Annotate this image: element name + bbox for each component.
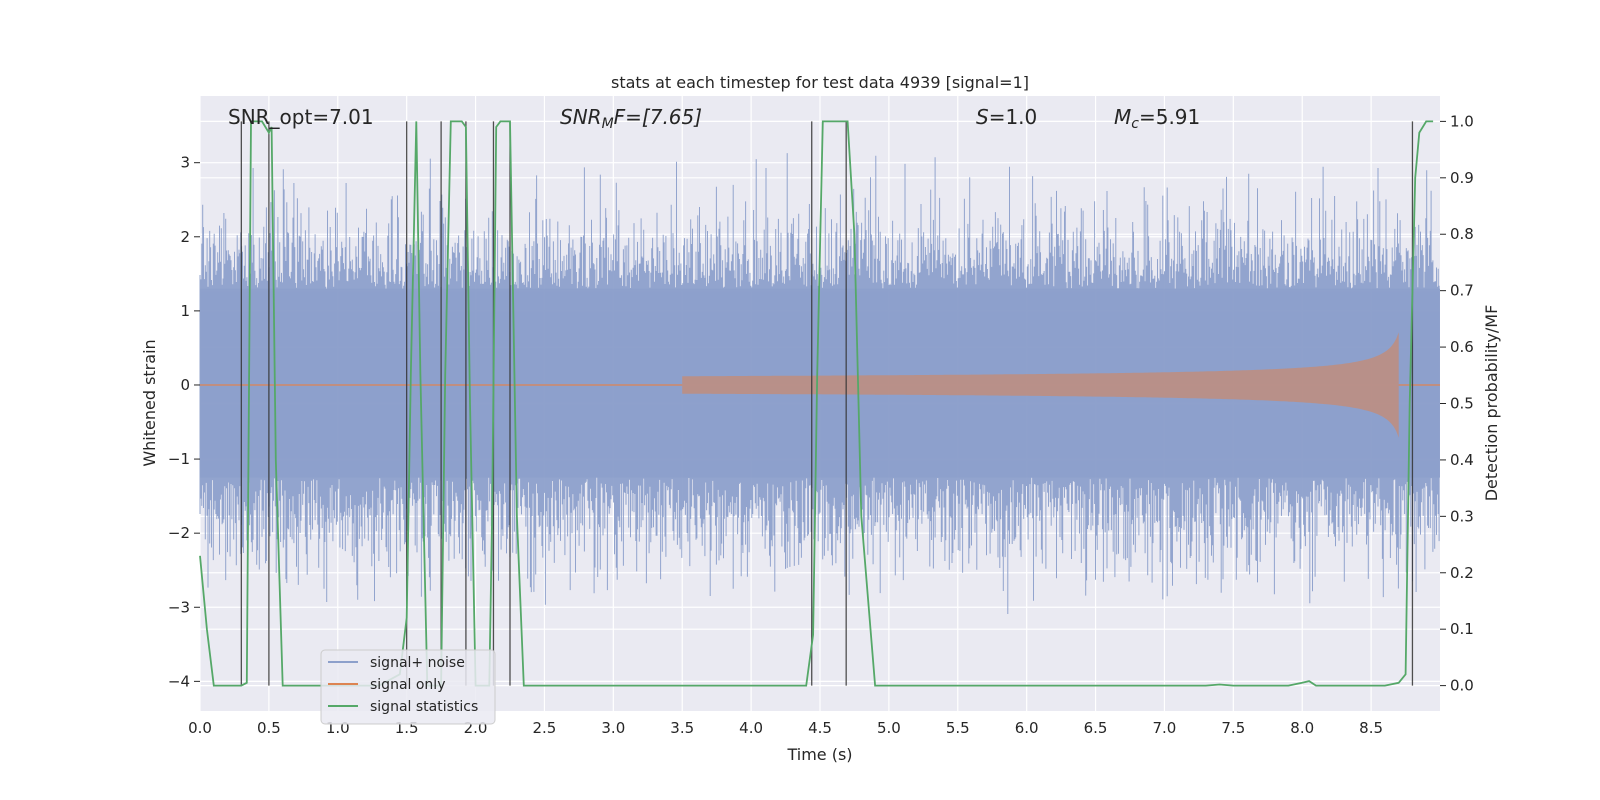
y2-tick-label: 0.7 — [1450, 282, 1474, 300]
legend: signal+ noise signal only signal statist… — [320, 649, 496, 725]
y2-tick-label: 1.0 — [1450, 112, 1474, 130]
y-tick-label: −2 — [168, 524, 190, 542]
y2-tick-label: 0.6 — [1450, 338, 1474, 356]
y-tick-label: −1 — [168, 450, 190, 468]
annotation-mc: Mc=5.91 — [1114, 105, 1200, 132]
x-tick-label: 0.5 — [257, 719, 281, 737]
y-axis-label: Whitened strain — [140, 339, 159, 466]
y-tick-labels: 3 2 1 0 −1 −2 −3 −4 — [168, 154, 200, 690]
y2-tick-label: 0.5 — [1450, 395, 1474, 413]
y2-axis-label: Detection probability/MF — [1482, 305, 1501, 502]
x-tick-label: 6.5 — [1084, 719, 1108, 737]
y2-tick-label: 0.9 — [1450, 169, 1474, 187]
x-tick-label: 3.0 — [601, 719, 625, 737]
y-tick-label: 0 — [180, 376, 190, 394]
x-tick-label: 8.0 — [1290, 719, 1314, 737]
y-tick-label: 3 — [180, 154, 190, 172]
annotation-s: S=1.0 — [976, 105, 1037, 129]
x-tick-label: 4.0 — [739, 719, 763, 737]
x-tick-labels: 0.0 0.5 1.0 1.5 2.0 2.5 3.0 3.5 4.0 4.5 5.0 5.5 6.0 6… — [188, 719, 1383, 737]
y2-tick-label: 0.2 — [1450, 564, 1474, 582]
x-tick-label: 3.5 — [670, 719, 694, 737]
probability-series — [199, 120, 1434, 687]
legend-box — [320, 649, 496, 725]
y2-tick-label: 0.4 — [1450, 451, 1474, 469]
probability-line — [199, 120, 1434, 687]
y2-tick-label: 0.1 — [1450, 620, 1474, 638]
y2-tick-label: 0.0 — [1450, 677, 1474, 695]
y-tick-label: 2 — [180, 228, 190, 246]
x-tick-label: 5.5 — [946, 719, 970, 737]
x-axis-label: Time (s) — [786, 745, 852, 764]
x-tick-label: 4.5 — [808, 719, 832, 737]
x-tick-label: 7.0 — [1153, 719, 1177, 737]
x-tick-label: 2.5 — [533, 719, 557, 737]
y-tick-label: −3 — [168, 598, 190, 616]
legend-label-chirp: signal only — [370, 677, 445, 693]
y-tick-label: −4 — [168, 672, 190, 690]
x-tick-label: 5.0 — [877, 719, 901, 737]
x-tick-label: 7.5 — [1221, 719, 1245, 737]
x-tick-label: 6.0 — [1015, 719, 1039, 737]
annotation-snr-mf: SNRMF=[7.65] — [560, 105, 702, 132]
x-tick-label: 8.5 — [1359, 719, 1383, 737]
chirp-envelope — [682, 332, 1399, 438]
legend-label-statistics: signal statistics — [370, 699, 478, 715]
annotation-snr-opt: SNR_opt=7.01 — [228, 105, 374, 129]
x-tick-label: 0.0 — [188, 719, 212, 737]
y2-tick-labels: 1.0 0.9 0.8 0.7 0.6 0.5 0.4 0.3 0.2 0.1 0.0 — [1440, 112, 1474, 695]
y2-tick-label: 0.3 — [1450, 507, 1474, 525]
y-tick-label: 1 — [180, 302, 190, 320]
legend-label-noise: signal+ noise — [370, 655, 465, 671]
y2-tick-label: 0.8 — [1450, 225, 1474, 243]
chart-title: stats at each timestep for test data 493… — [611, 73, 1029, 92]
